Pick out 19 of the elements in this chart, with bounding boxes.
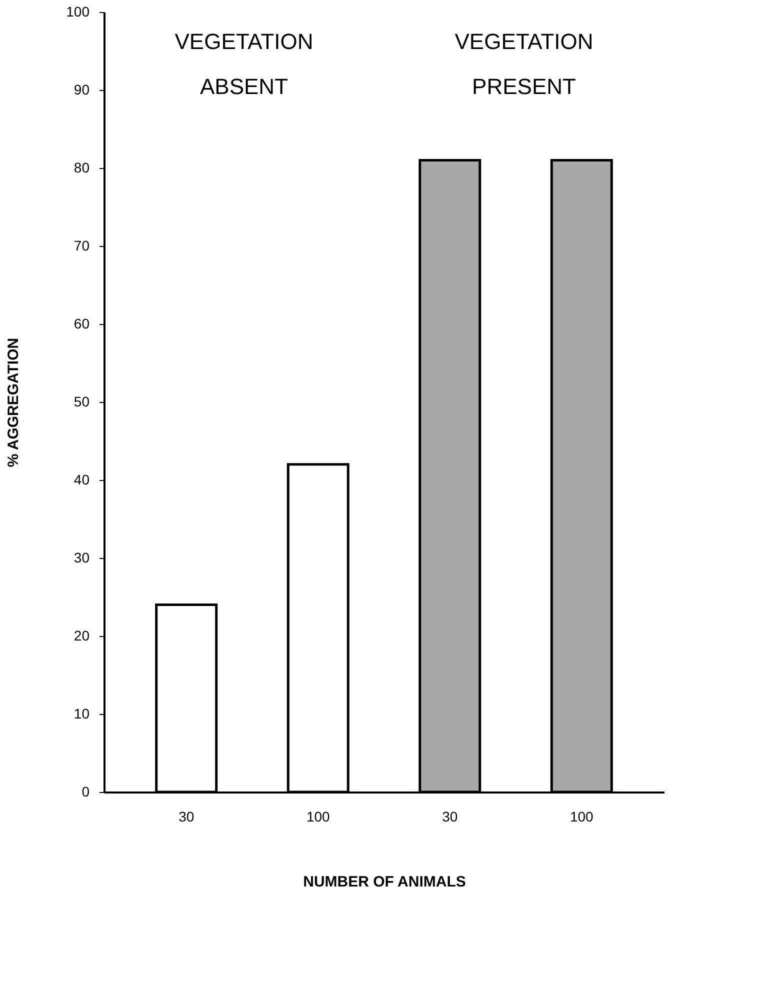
y-tick-label: 0 [82,784,90,800]
x-tick-label: 100 [570,808,594,824]
y-tick-label: 80 [74,160,90,176]
annotation: VEGETATION ABSENT [174,29,314,99]
annotation: VEGETATION PRESENT [454,29,594,99]
y-axis-title: % AGGREGATION [5,338,22,468]
y-tick-label: 10 [74,706,90,722]
y-tick-label: 50 [74,394,90,410]
y-tick-label: 20 [74,628,90,644]
x-tick-label: 30 [178,808,194,824]
y-tick-label: 60 [74,316,90,332]
y-tick-label: 30 [74,550,90,566]
y-tick-label: 70 [74,238,90,254]
y-tick-label: 100 [66,4,90,20]
y-tick-label: 90 [74,82,90,98]
x-axis-title: NUMBER OF ANIMALS [303,874,466,890]
y-tick-label: 40 [74,472,90,488]
x-tick-label: 100 [306,808,330,824]
x-tick-label: 30 [442,808,458,824]
